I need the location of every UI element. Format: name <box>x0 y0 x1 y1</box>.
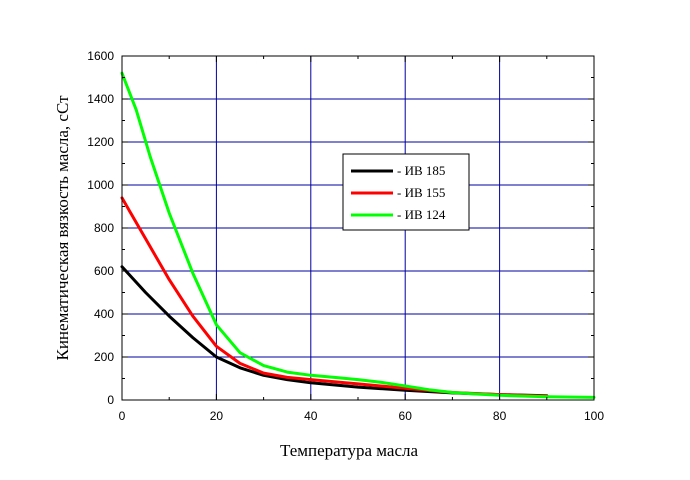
y-tick-label: 800 <box>94 221 114 235</box>
y-tick-label: 0 <box>107 393 114 407</box>
series-line-3 <box>120 71 596 399</box>
y-tick-labels: 0 200 400 600 800 1000 1200 1400 1600 <box>87 49 114 407</box>
y-tick-label: 1400 <box>87 92 114 106</box>
x-tick-label: 20 <box>210 409 224 423</box>
x-axis-title: Температура масла <box>280 441 419 460</box>
y-tick-label: 1200 <box>87 135 114 149</box>
x-tick-label: 60 <box>399 409 413 423</box>
y-axis-title: Кинематическая вязкость масла, сСт <box>53 95 72 361</box>
x-tick-label: 80 <box>493 409 507 423</box>
y-tick-label: 200 <box>94 350 114 364</box>
y-tick-label: 600 <box>94 264 114 278</box>
y-tick-label: 1600 <box>87 49 114 63</box>
series-lines <box>120 71 596 399</box>
y-tick-label: 400 <box>94 307 114 321</box>
y-tick-label: 1000 <box>87 178 114 192</box>
x-tick-label: 0 <box>119 409 126 423</box>
legend: - ИВ 185 - ИВ 155 - ИВ 124 <box>342 153 470 231</box>
legend-label-2: - ИВ 155 <box>397 185 445 200</box>
legend-label-1: - ИВ 185 <box>397 163 445 178</box>
x-tick-labels: 0 20 40 60 80 100 <box>119 409 605 423</box>
x-tick-label: 100 <box>584 409 604 423</box>
axis-ticks <box>121 55 595 401</box>
x-tick-label: 40 <box>304 409 318 423</box>
legend-label-3: - ИВ 124 <box>397 207 446 222</box>
